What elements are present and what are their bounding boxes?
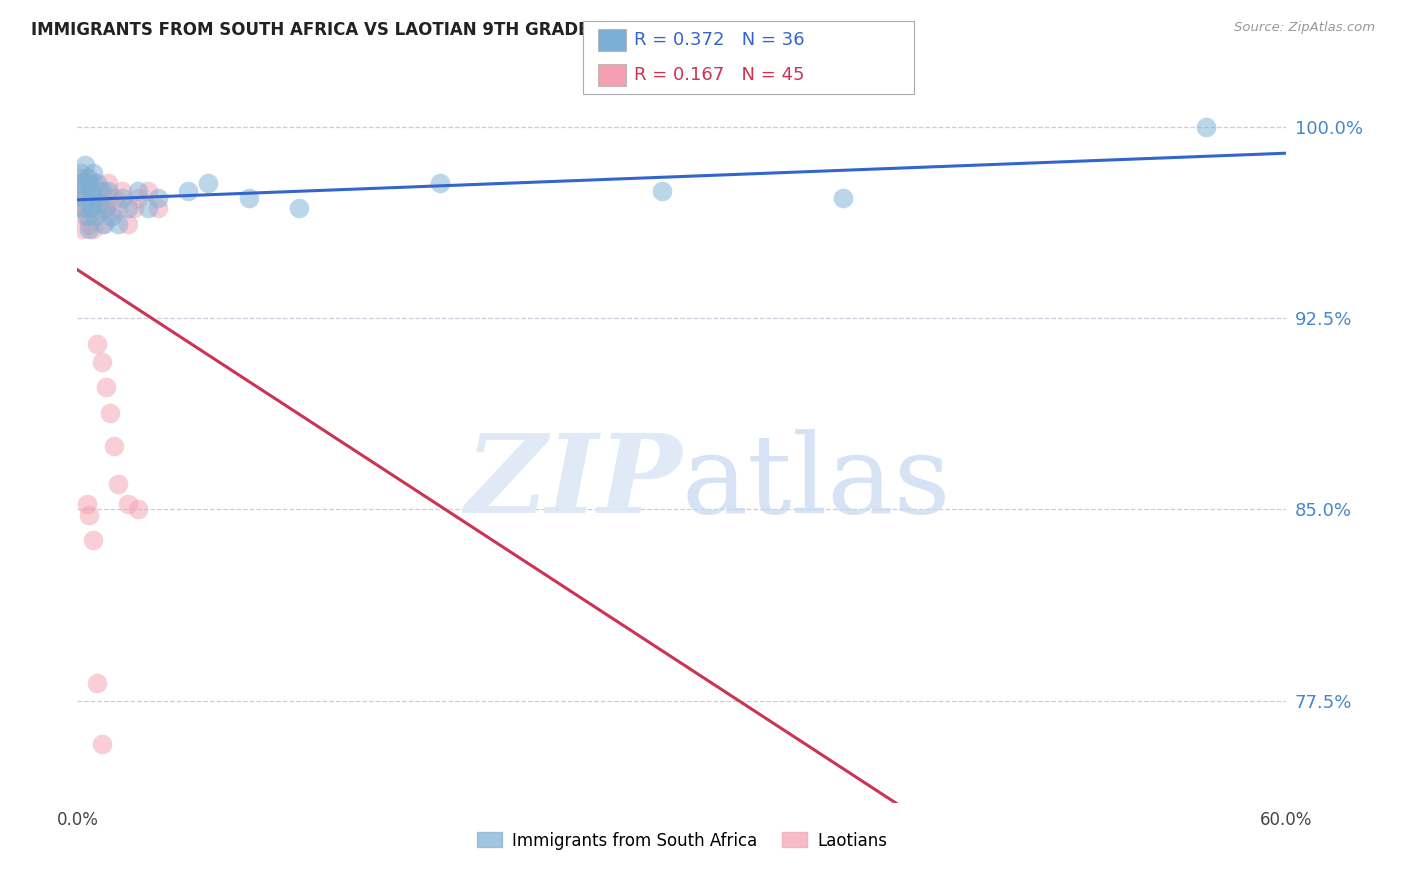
- Point: [94, 202, 117, 216]
- Point: [94, 380, 117, 394]
- Point: [103, 439, 125, 453]
- Point: [75, 209, 97, 223]
- Point: [76, 209, 98, 223]
- Point: [651, 184, 673, 198]
- Point: [127, 502, 149, 516]
- Text: IMMIGRANTS FROM SOUTH AFRICA VS LAOTIAN 9TH GRADE CORRELATION CHART: IMMIGRANTS FROM SOUTH AFRICA VS LAOTIAN …: [31, 21, 794, 39]
- Point: [90, 184, 112, 198]
- Point: [96, 176, 118, 190]
- Text: R = 0.167   N = 45: R = 0.167 N = 45: [634, 66, 804, 84]
- Point: [76, 176, 98, 190]
- Point: [103, 191, 125, 205]
- Point: [79, 508, 101, 522]
- Point: [107, 477, 129, 491]
- Legend: Immigrants from South Africa, Laotians: Immigrants from South Africa, Laotians: [470, 825, 894, 856]
- Point: [1195, 120, 1218, 134]
- Point: [89, 196, 111, 211]
- Point: [79, 170, 101, 185]
- Point: [84, 209, 107, 223]
- Point: [76, 497, 98, 511]
- Point: [72, 184, 94, 198]
- Point: [146, 202, 169, 216]
- Point: [429, 176, 451, 190]
- Point: [75, 191, 97, 205]
- Text: atlas: atlas: [682, 429, 952, 536]
- Point: [75, 191, 97, 205]
- Point: [72, 184, 94, 198]
- Point: [98, 405, 121, 419]
- Point: [94, 191, 117, 205]
- Point: [146, 191, 169, 205]
- Point: [96, 184, 118, 198]
- Point: [136, 184, 159, 198]
- Point: [72, 202, 94, 216]
- Point: [122, 202, 145, 216]
- Point: [79, 217, 101, 231]
- Point: [82, 166, 104, 180]
- Point: [86, 202, 108, 216]
- Point: [80, 202, 103, 216]
- Point: [117, 217, 139, 231]
- Point: [117, 497, 139, 511]
- Point: [84, 191, 107, 205]
- Point: [177, 184, 200, 198]
- Point: [72, 222, 94, 236]
- Text: Source: ZipAtlas.com: Source: ZipAtlas.com: [1234, 21, 1375, 35]
- Point: [100, 209, 122, 223]
- Point: [82, 176, 104, 190]
- Point: [93, 202, 115, 216]
- Point: [82, 533, 104, 547]
- Point: [80, 184, 103, 198]
- Point: [288, 202, 311, 216]
- Point: [86, 336, 108, 351]
- Point: [111, 191, 134, 205]
- Point: [75, 158, 97, 172]
- Point: [82, 222, 104, 236]
- Point: [136, 202, 159, 216]
- Point: [117, 202, 139, 216]
- Point: [107, 217, 129, 231]
- Point: [76, 170, 98, 185]
- Point: [79, 176, 101, 190]
- Point: [76, 202, 98, 216]
- Point: [127, 184, 149, 198]
- Point: [93, 217, 115, 231]
- Point: [111, 184, 134, 198]
- Point: [832, 191, 855, 205]
- Point: [107, 202, 129, 216]
- Point: [79, 222, 101, 236]
- Point: [90, 217, 112, 231]
- Text: ZIP: ZIP: [465, 429, 682, 537]
- Point: [82, 191, 104, 205]
- Point: [80, 202, 103, 216]
- Text: R = 0.372   N = 36: R = 0.372 N = 36: [634, 31, 804, 49]
- Point: [90, 354, 112, 368]
- Point: [67, 176, 90, 190]
- Point: [67, 191, 90, 205]
- Point: [70, 202, 93, 216]
- Point: [70, 176, 93, 190]
- Point: [98, 209, 121, 223]
- Point: [127, 191, 149, 205]
- Point: [67, 170, 90, 185]
- Point: [90, 737, 112, 751]
- Point: [89, 184, 111, 198]
- Point: [197, 176, 219, 190]
- Point: [70, 166, 93, 180]
- Point: [86, 676, 108, 690]
- Point: [86, 176, 108, 190]
- Point: [238, 191, 260, 205]
- Point: [80, 184, 103, 198]
